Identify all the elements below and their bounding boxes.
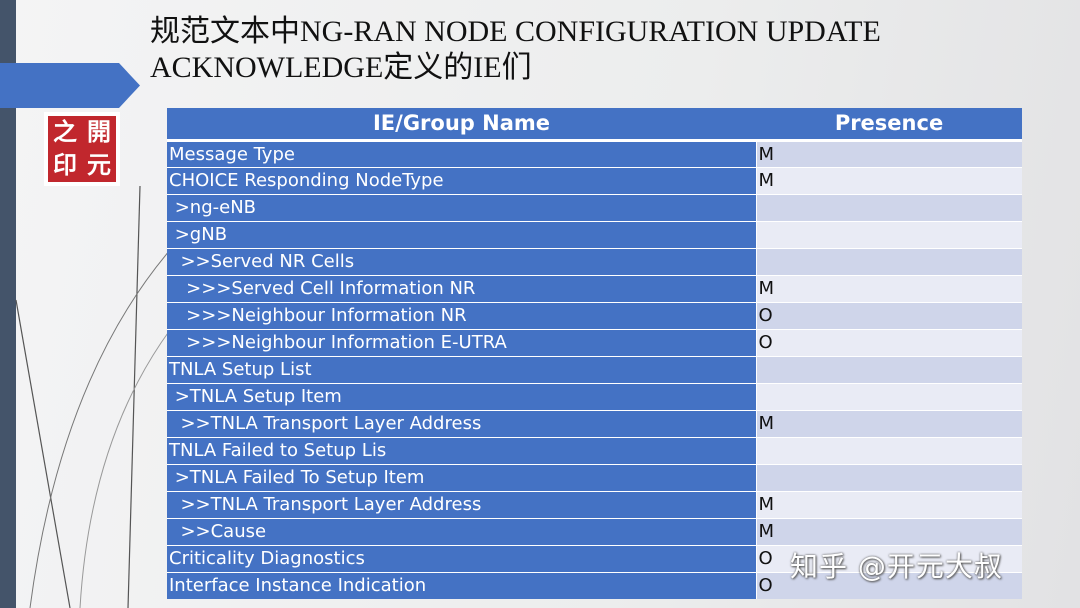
presence-cell <box>756 463 1022 491</box>
presence-cell <box>756 436 1022 464</box>
slide-sidebar-bar <box>0 0 16 608</box>
ie-name-cell: Criticality Diagnostics <box>167 544 757 572</box>
table-row: TNLA Setup List <box>167 355 1022 383</box>
presence-cell <box>756 220 1022 248</box>
title-line-1: 规范文本中NG-RAN NODE CONFIGURATION UPDATE <box>150 15 881 48</box>
decorative-lines <box>15 185 171 608</box>
presence-cell <box>756 247 1022 275</box>
presence-cell: M <box>756 490 1022 518</box>
ie-name-cell: Interface Instance Indication <box>167 571 757 599</box>
table-row: >gNB <box>167 220 1022 248</box>
ie-name-cell: >TNLA Failed To Setup Item <box>167 463 757 491</box>
table-row: >TNLA Setup Item <box>167 382 1022 410</box>
presence-cell: O <box>756 571 1022 599</box>
table-row: >>Cause M <box>167 517 1022 545</box>
logo-char: 之 <box>53 118 77 146</box>
table-row: >>Served NR Cells <box>167 247 1022 275</box>
ie-name-cell: >>TNLA Transport Layer Address <box>167 409 757 437</box>
header-presence: Presence <box>756 108 1022 142</box>
presence-cell: O <box>756 328 1022 356</box>
presence-cell <box>756 355 1022 383</box>
table-row: >>TNLA Transport Layer Address M <box>167 409 1022 437</box>
presence-cell: M <box>756 409 1022 437</box>
table-row: >TNLA Failed To Setup Item <box>167 463 1022 491</box>
table-row: Criticality Diagnostics O <box>167 544 1022 572</box>
ie-name-cell: TNLA Setup List <box>167 355 757 383</box>
ie-name-cell: >TNLA Setup Item <box>167 382 757 410</box>
ie-name-cell: >>>Neighbour Information NR <box>167 301 757 329</box>
presence-cell <box>756 382 1022 410</box>
table-row: >>>Served Cell Information NR M <box>167 274 1022 302</box>
ie-table: IE/Group Name Presence Message Type M CHOI… <box>167 108 1022 599</box>
seal-logo: 之 開 印 元 <box>44 112 120 186</box>
table-row: TNLA Failed to Setup Lis <box>167 436 1022 464</box>
presence-cell: M <box>756 517 1022 545</box>
table-row: >>>Neighbour Information E-UTRA O <box>167 328 1022 356</box>
table-row: >ng-eNB <box>167 193 1022 221</box>
ie-name-cell: >>Cause <box>167 517 757 545</box>
arrow-shape <box>0 63 140 108</box>
ie-name-cell: >gNB <box>167 220 757 248</box>
ie-name-cell: >>Served NR Cells <box>167 247 757 275</box>
header-ie-group-name: IE/Group Name <box>167 108 756 142</box>
table-row: CHOICE Responding NodeType M <box>167 166 1022 194</box>
title-line-2: ACKNOWLEDGE定义的IE们 <box>150 51 532 84</box>
watermark: 知乎 @开元大叔 <box>790 550 1003 583</box>
table-row: Message Type M <box>167 139 1022 167</box>
ie-name-cell: CHOICE Responding NodeType <box>167 166 757 194</box>
presence-cell: M <box>756 166 1022 194</box>
presence-cell <box>756 193 1022 221</box>
table-row: >>TNLA Transport Layer Address M <box>167 490 1022 518</box>
table-row: >>>Neighbour Information NR O <box>167 301 1022 329</box>
ie-name-cell: >>TNLA Transport Layer Address <box>167 490 757 518</box>
ie-name-cell: TNLA Failed to Setup Lis <box>167 436 757 464</box>
presence-cell: O <box>756 301 1022 329</box>
presence-cell: M <box>756 274 1022 302</box>
table-header: IE/Group Name Presence <box>167 108 1022 142</box>
slide-title: 规范文本中NG-RAN NODE CONFIGURATION UPDATE AC… <box>150 14 950 86</box>
table-row: Interface Instance Indication O <box>167 571 1022 599</box>
presence-cell: M <box>756 139 1022 167</box>
logo-char: 元 <box>87 151 111 179</box>
logo-char: 開 <box>87 118 111 146</box>
logo-char: 印 <box>53 151 77 179</box>
ie-name-cell: >>>Served Cell Information NR <box>167 274 757 302</box>
presence-cell: O <box>756 544 1022 572</box>
ie-name-cell: Message Type <box>167 139 757 167</box>
ie-name-cell: >ng-eNB <box>167 193 757 221</box>
ie-name-cell: >>>Neighbour Information E-UTRA <box>167 328 757 356</box>
